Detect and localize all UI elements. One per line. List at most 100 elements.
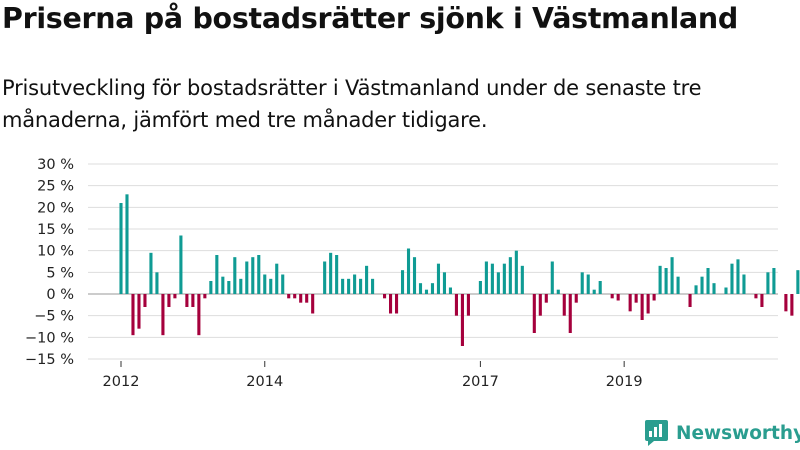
bar-positive: [275, 263, 279, 294]
y-tick-label: 10 %: [37, 244, 74, 260]
newsworthy-logo[interactable]: Newsworthy: [644, 419, 800, 447]
x-tick-label: 2019: [606, 374, 643, 390]
bar-positive: [598, 281, 602, 294]
bar-positive: [269, 278, 273, 294]
bar-positive: [179, 235, 183, 294]
chart-subtitle: Prisutveckling för bostadsrätter i Västm…: [2, 76, 702, 132]
bar-negative: [167, 294, 171, 307]
bar-positive: [742, 274, 746, 294]
chart-title: Priserna på bostadsrätter sjönk i Västma…: [2, 2, 738, 35]
bar-negative: [652, 294, 656, 301]
bar-negative: [544, 294, 548, 303]
y-axis-labels: 30 % 25 % 20 % 15 % 10 % 5 % 0 % −5 % −10 % −15 %: [25, 157, 74, 368]
bar-positive: [221, 276, 225, 294]
bar-negative: [191, 294, 195, 307]
bar-positive: [724, 287, 728, 294]
bar-positive: [484, 261, 488, 294]
bar-negative: [389, 294, 393, 314]
bar-positive: [119, 203, 123, 294]
bar-positive: [281, 274, 285, 294]
bar-negative: [610, 294, 614, 299]
y-tick-label: 0 %: [46, 287, 74, 303]
brand-name: Newsworthy: [676, 422, 800, 444]
bar-positive: [550, 261, 554, 294]
bar-negative: [634, 294, 638, 303]
x-tick-label: 2014: [246, 374, 283, 390]
bar-positive: [424, 289, 429, 294]
bar-positive: [766, 272, 770, 294]
x-axis: 201220142017201920222024: [103, 361, 643, 390]
bar-negative: [185, 294, 189, 307]
bar-positive: [406, 248, 411, 294]
bar-positive: [215, 255, 219, 294]
bar-positive: [502, 263, 506, 294]
bar-positive: [478, 281, 482, 294]
bar-positive: [436, 263, 441, 294]
bar-positive: [400, 270, 405, 294]
bar-positive: [263, 274, 267, 294]
bar-negative: [784, 294, 788, 312]
bar-negative: [616, 294, 620, 301]
bar-positive: [227, 281, 231, 294]
bar-negative: [460, 294, 464, 346]
bar-positive: [251, 257, 255, 294]
bars: [119, 194, 800, 346]
x-tick-label: 2012: [103, 374, 140, 390]
y-tick-label: −10 %: [25, 330, 74, 346]
bar-positive: [670, 257, 674, 294]
bar-positive: [418, 283, 423, 294]
bar-positive: [676, 276, 680, 294]
bar-positive: [658, 265, 662, 294]
bar-positive: [323, 261, 327, 294]
y-tick-label: −5 %: [34, 309, 74, 325]
bar-positive: [209, 281, 213, 294]
bar-positive: [664, 268, 668, 294]
bar-negative: [143, 294, 147, 307]
bar-negative: [173, 294, 177, 299]
bar-positive: [329, 252, 333, 294]
bar-negative: [131, 294, 135, 336]
bar-positive: [514, 250, 518, 294]
bar-positive: [556, 289, 560, 294]
bar-negative: [203, 294, 207, 299]
bar-negative: [287, 294, 291, 299]
bar-negative: [161, 294, 165, 336]
y-tick-label: −15 %: [25, 352, 74, 368]
bar-negative: [754, 294, 758, 299]
y-tick-label: 15 %: [37, 222, 74, 238]
bar-negative: [688, 294, 692, 307]
bar-positive: [700, 276, 704, 294]
bar-negative: [383, 294, 387, 299]
bar-negative: [293, 294, 297, 299]
bar-negative: [760, 294, 764, 307]
bar-negative: [305, 294, 309, 303]
bar-negative: [299, 294, 303, 303]
bar-positive: [233, 257, 237, 294]
bar-negative: [646, 294, 650, 314]
bar-positive: [412, 257, 417, 294]
bar-positive: [592, 289, 596, 294]
bar-positive: [371, 278, 375, 294]
bar-positive: [490, 263, 494, 294]
bar-positive: [149, 252, 153, 294]
bar-negative: [538, 294, 542, 316]
bar-positive: [442, 272, 447, 294]
bar-positive: [257, 255, 261, 294]
newsworthy-logo-icon: [645, 420, 668, 446]
bar-positive: [706, 268, 710, 294]
bar-negative: [311, 294, 315, 314]
bar-positive: [125, 194, 129, 294]
bar-positive: [365, 265, 369, 294]
bar-positive: [155, 272, 159, 294]
bar-negative: [466, 294, 470, 316]
bar-positive: [508, 257, 512, 294]
bar-negative: [197, 294, 201, 336]
bar-positive: [796, 270, 800, 294]
bar-positive: [580, 272, 584, 294]
bar-negative: [454, 294, 458, 316]
bar-negative: [568, 294, 572, 333]
bar-positive: [430, 283, 435, 294]
bar-negative: [640, 294, 644, 320]
bar-negative: [532, 294, 536, 333]
